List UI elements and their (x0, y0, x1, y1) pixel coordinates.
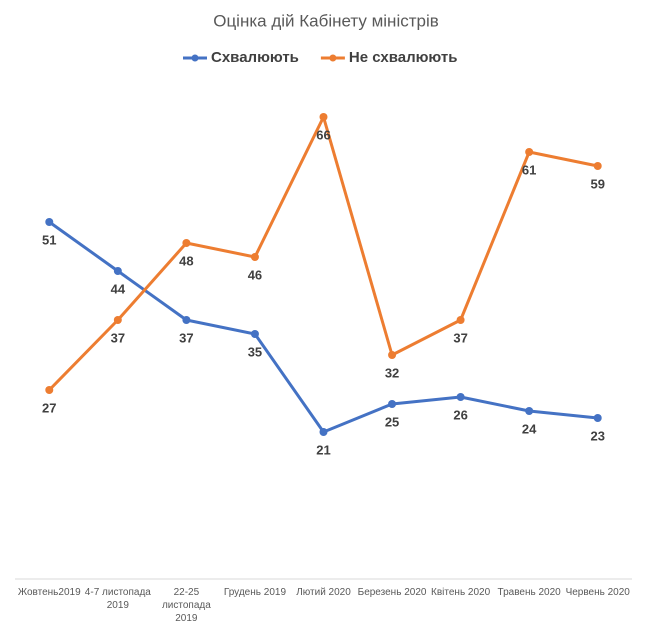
point (113, 316, 122, 324)
point (319, 428, 328, 436)
point (456, 393, 465, 401)
x-tick-label: Квітень 2020 (431, 587, 491, 598)
data-label: 44 (111, 281, 126, 296)
data-label: 66 (316, 127, 330, 142)
point (525, 407, 534, 415)
x-tick-label: Травень 2020 (497, 587, 561, 598)
data-label: 23 (590, 428, 604, 443)
point (182, 316, 191, 324)
x-tick-label: Березень 2020 (357, 587, 427, 598)
legend-label: Не схвалюють (349, 49, 458, 66)
legend-marker (329, 54, 337, 62)
legend-label: Схвалюють (211, 49, 299, 66)
data-label: 59 (590, 176, 604, 191)
data-label: 48 (179, 253, 193, 268)
data-label: 37 (453, 330, 467, 345)
data-label: 27 (42, 400, 56, 415)
data-label: 46 (248, 267, 262, 282)
point (388, 351, 397, 359)
x-tick-label: Жовтень2019 (17, 587, 81, 598)
point (593, 162, 602, 170)
data-label: 32 (385, 365, 399, 380)
point (182, 239, 191, 247)
point (45, 386, 54, 394)
chart-title: Оцінка дій Кабінету міністрів (213, 11, 439, 30)
data-label: 61 (522, 162, 536, 177)
point (388, 400, 397, 408)
point (250, 330, 259, 338)
point (456, 316, 465, 324)
series-line (48, 115, 599, 392)
point (113, 267, 122, 275)
data-label: 24 (522, 421, 537, 436)
data-label: 37 (111, 330, 125, 345)
data-label: 51 (42, 232, 56, 247)
point (250, 253, 259, 261)
data-label: 35 (248, 344, 262, 359)
legend-marker (191, 54, 199, 62)
x-tick-label: Лютий 2020 (296, 587, 351, 598)
point (525, 148, 534, 156)
x-tick-label: 22-25 листопада 2019 (161, 587, 211, 624)
data-label: 25 (385, 414, 399, 429)
x-tick-label: Червень 2020 (565, 587, 630, 598)
x-tick-label: 4-7 листопада 2019 (84, 587, 151, 611)
x-tick-label: Грудень 2019 (223, 587, 286, 598)
point (45, 218, 54, 226)
data-label: 21 (316, 442, 330, 457)
point (319, 113, 328, 121)
point (593, 414, 602, 422)
data-label: 37 (179, 330, 193, 345)
data-label: 26 (453, 407, 467, 422)
series-line (48, 220, 598, 434)
